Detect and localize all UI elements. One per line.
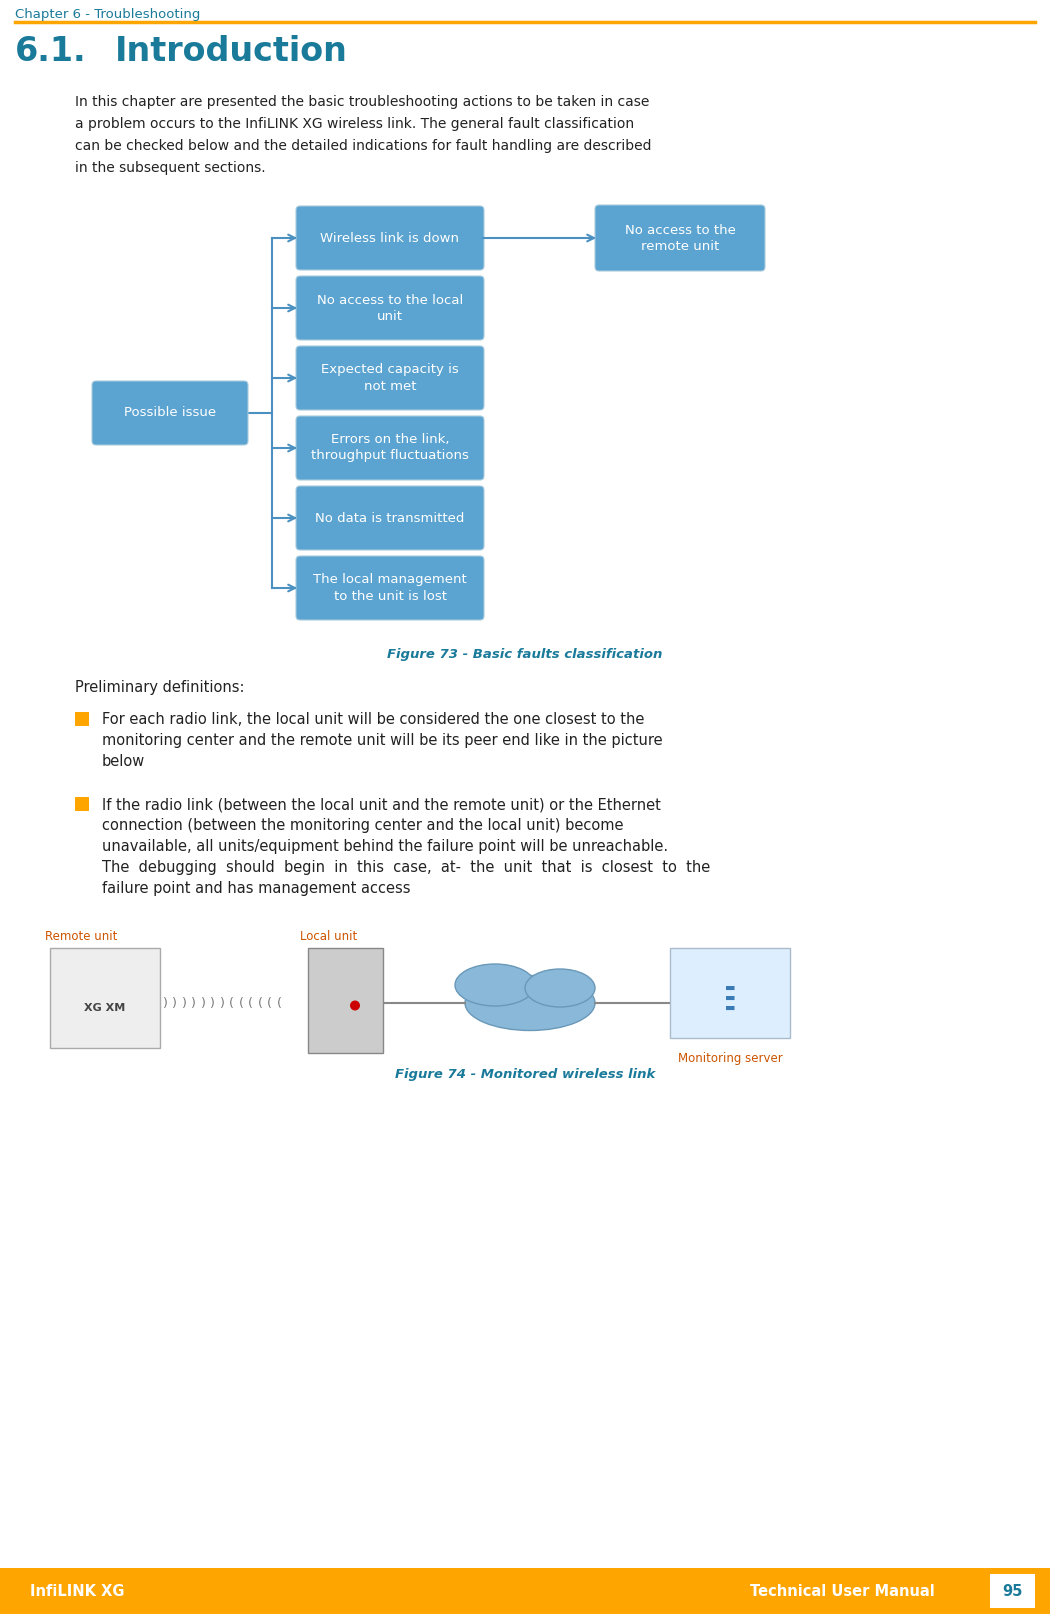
Text: can be checked below and the detailed indications for fault handling are describ: can be checked below and the detailed in… — [75, 139, 651, 153]
Text: ▬
▬
▬: ▬ ▬ ▬ — [724, 983, 735, 1014]
Text: a problem occurs to the InfiLINK XG wireless link. The general fault classificat: a problem occurs to the InfiLINK XG wire… — [75, 116, 634, 131]
Text: (: ( — [267, 996, 272, 1009]
Text: in the subsequent sections.: in the subsequent sections. — [75, 161, 266, 174]
Text: ): ) — [191, 996, 196, 1009]
Text: Preliminary definitions:: Preliminary definitions: — [75, 679, 245, 696]
Text: failure point and has management access: failure point and has management access — [102, 881, 411, 896]
FancyBboxPatch shape — [0, 1567, 1050, 1614]
Text: Chapter 6 - Troubleshooting: Chapter 6 - Troubleshooting — [15, 8, 201, 21]
Text: ): ) — [163, 996, 167, 1009]
Text: Possible issue: Possible issue — [124, 407, 216, 420]
Text: (: ( — [276, 996, 281, 1009]
Text: No access to the local
unit: No access to the local unit — [317, 294, 463, 323]
Text: No data is transmitted: No data is transmitted — [315, 512, 465, 525]
Text: No access to the
remote unit: No access to the remote unit — [625, 223, 735, 252]
FancyBboxPatch shape — [92, 381, 248, 445]
Ellipse shape — [455, 964, 536, 1006]
FancyBboxPatch shape — [296, 416, 484, 479]
FancyBboxPatch shape — [296, 486, 484, 550]
Text: below: below — [102, 754, 145, 768]
FancyBboxPatch shape — [296, 207, 484, 270]
Text: XG XM: XG XM — [84, 1002, 126, 1014]
Text: If the radio link (between the local unit and the remote unit) or the Ethernet: If the radio link (between the local uni… — [102, 797, 660, 812]
Text: ): ) — [172, 996, 177, 1009]
Text: Expected capacity is
not met: Expected capacity is not met — [321, 363, 459, 392]
Text: Errors on the link,
throughput fluctuations: Errors on the link, throughput fluctuati… — [311, 434, 469, 463]
Circle shape — [350, 1001, 360, 1010]
Text: (: ( — [248, 996, 253, 1009]
Text: Introduction: Introduction — [116, 36, 348, 68]
Text: 95: 95 — [1002, 1583, 1023, 1598]
Text: unavailable, all units/equipment behind the failure point will be unreachable.: unavailable, all units/equipment behind … — [102, 839, 668, 854]
FancyBboxPatch shape — [990, 1574, 1035, 1608]
FancyBboxPatch shape — [308, 947, 382, 1052]
FancyBboxPatch shape — [595, 205, 765, 271]
Ellipse shape — [465, 975, 595, 1030]
FancyBboxPatch shape — [50, 947, 160, 1047]
Text: The  debugging  should  begin  in  this  case,  at-  the  unit  that  is  closes: The debugging should begin in this case,… — [102, 860, 710, 875]
Text: InfiLINK XG: InfiLINK XG — [30, 1583, 125, 1598]
Text: ): ) — [182, 996, 187, 1009]
FancyBboxPatch shape — [296, 345, 484, 410]
Text: (: ( — [238, 996, 244, 1009]
Bar — [75, 797, 89, 810]
Text: connection (between the monitoring center and the local unit) become: connection (between the monitoring cente… — [102, 818, 624, 833]
Text: (: ( — [257, 996, 262, 1009]
FancyBboxPatch shape — [296, 276, 484, 341]
Text: Remote unit: Remote unit — [45, 930, 118, 943]
Text: ): ) — [219, 996, 225, 1009]
Text: ): ) — [201, 996, 206, 1009]
Text: Wireless link is down: Wireless link is down — [320, 231, 460, 244]
Text: monitoring center and the remote unit will be its peer end like in the picture: monitoring center and the remote unit wi… — [102, 733, 663, 747]
Text: For each radio link, the local unit will be considered the one closest to the: For each radio link, the local unit will… — [102, 712, 645, 726]
FancyBboxPatch shape — [296, 555, 484, 620]
Text: The local management
to the unit is lost: The local management to the unit is lost — [313, 573, 467, 602]
Text: Technical User Manual: Technical User Manual — [750, 1583, 934, 1598]
Text: Monitoring server: Monitoring server — [677, 1052, 782, 1065]
Text: Figure 73 - Basic faults classification: Figure 73 - Basic faults classification — [387, 647, 663, 662]
Text: 6.1.: 6.1. — [15, 36, 86, 68]
Ellipse shape — [525, 968, 595, 1007]
FancyBboxPatch shape — [670, 947, 790, 1038]
Text: In this chapter are presented the basic troubleshooting actions to be taken in c: In this chapter are presented the basic … — [75, 95, 649, 110]
Text: (: ( — [229, 996, 234, 1009]
Text: Local unit: Local unit — [300, 930, 357, 943]
Bar — [75, 712, 89, 726]
Text: Figure 74 - Monitored wireless link: Figure 74 - Monitored wireless link — [395, 1068, 655, 1081]
Text: ): ) — [210, 996, 215, 1009]
